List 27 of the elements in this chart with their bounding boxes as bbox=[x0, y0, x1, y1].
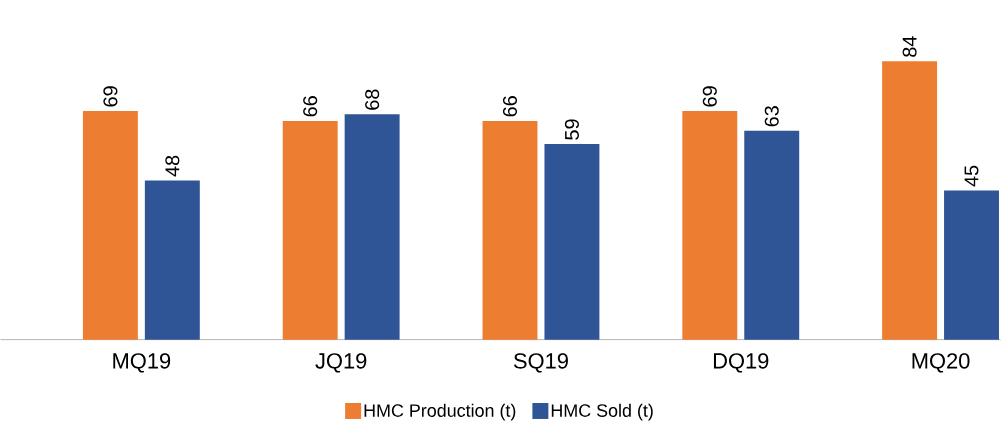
data-label: 84 bbox=[902, 36, 917, 58]
bar bbox=[82, 111, 138, 340]
data-label: 59 bbox=[564, 119, 579, 141]
bar bbox=[944, 190, 1000, 340]
data-label: 63 bbox=[764, 106, 779, 127]
bar bbox=[282, 121, 338, 340]
x-tick-label: MQ19 bbox=[113, 353, 171, 373]
x-tick-label: DQ19 bbox=[713, 353, 769, 373]
data-label: 48 bbox=[165, 155, 180, 177]
data-label: 68 bbox=[365, 89, 380, 110]
x-tick-label: MQ20 bbox=[912, 353, 970, 373]
data-label: 69 bbox=[702, 86, 717, 107]
data-label: 66 bbox=[502, 96, 518, 117]
bar bbox=[482, 121, 538, 340]
legend-label: HMC Sold (t) bbox=[551, 403, 653, 421]
bar bbox=[682, 111, 738, 340]
bar bbox=[544, 144, 600, 340]
data-label: 66 bbox=[303, 96, 318, 117]
bar bbox=[882, 61, 938, 340]
bar bbox=[344, 114, 400, 340]
data-label: 45 bbox=[964, 165, 979, 187]
x-tick-label: JQ19 bbox=[315, 353, 367, 373]
x-tick-label: SQ19 bbox=[513, 353, 568, 373]
bar bbox=[744, 131, 800, 340]
bar bbox=[144, 180, 200, 340]
data-label: 69 bbox=[103, 86, 118, 107]
legend-label: HMC Production (t) bbox=[364, 403, 516, 421]
